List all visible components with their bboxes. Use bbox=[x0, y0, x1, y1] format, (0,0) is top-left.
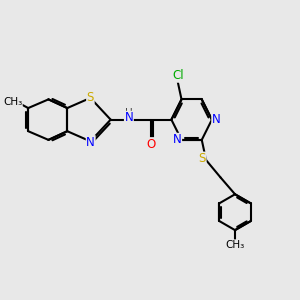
Text: N: N bbox=[86, 136, 95, 149]
Text: N: N bbox=[212, 113, 220, 126]
Text: N: N bbox=[173, 134, 182, 146]
Text: CH₃: CH₃ bbox=[3, 97, 22, 107]
Text: O: O bbox=[146, 138, 155, 151]
Text: CH₃: CH₃ bbox=[226, 240, 245, 250]
Text: S: S bbox=[87, 91, 94, 103]
Text: Cl: Cl bbox=[172, 69, 184, 82]
Text: H: H bbox=[125, 108, 133, 118]
Text: N: N bbox=[124, 111, 133, 124]
Text: S: S bbox=[199, 152, 206, 165]
